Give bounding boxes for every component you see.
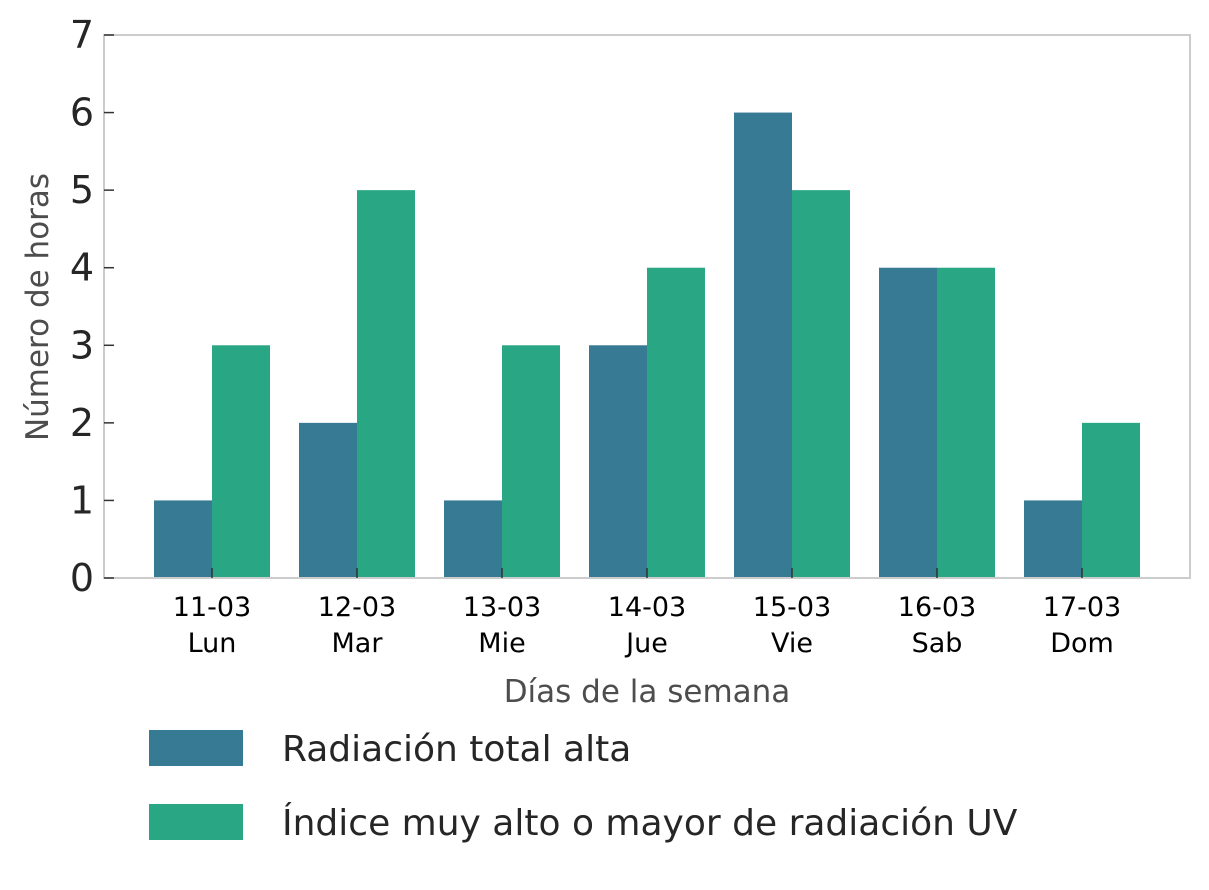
bar-indice-uv-11-03	[212, 345, 270, 578]
legend-label: Índice muy alto o mayor de radiación UV	[282, 802, 1018, 844]
bar-radiacion-total-17-03	[1024, 500, 1082, 578]
x-tick-label-day: Mie	[478, 628, 525, 659]
y-tick-label: 0	[70, 556, 94, 600]
bar-radiacion-total-12-03	[299, 422, 357, 578]
x-tick-label-date: 11-03	[173, 592, 251, 623]
y-tick-label: 3	[70, 323, 94, 367]
x-tick-label-date: 14-03	[608, 592, 686, 623]
y-tick-label: 5	[70, 168, 94, 212]
bar-indice-uv-17-03	[1082, 422, 1140, 578]
x-axis-label: Días de la semana	[504, 674, 791, 710]
bar-radiacion-total-13-03	[444, 500, 502, 578]
legend-swatch	[149, 730, 243, 766]
y-tick-label: 6	[70, 91, 94, 135]
bar-radiacion-total-11-03	[154, 500, 212, 578]
x-tick-label-date: 16-03	[898, 592, 976, 623]
legend-label: Radiación total alta	[282, 729, 631, 770]
x-tick-label-day: Mar	[332, 628, 384, 659]
x-tick-label-day: Jue	[624, 628, 668, 659]
bar-radiacion-total-16-03	[879, 267, 937, 578]
legend: Radiación total alta Índice muy alto o ma…	[149, 729, 1018, 844]
x-tick-label-day: Lun	[188, 628, 237, 659]
x-tick-label-date: 17-03	[1043, 592, 1121, 623]
bar-indice-uv-13-03	[502, 345, 560, 578]
bar-radiacion-total-15-03	[734, 112, 792, 579]
y-tick-label: 2	[70, 401, 94, 445]
x-tick-label-date: 13-03	[463, 592, 541, 623]
x-tick-label-date: 15-03	[753, 592, 831, 623]
x-axis: 11-03 Lun 12-03 Mar 13-03 Mie 14-03 Jue 15-03 Vie…	[173, 568, 1121, 659]
bar-indice-uv-12-03	[357, 190, 415, 578]
y-axis-label: Número de horas	[20, 173, 56, 441]
bar-radiacion-total-14-03	[589, 345, 647, 578]
bars-layer	[154, 112, 1140, 579]
legend-swatch	[149, 804, 243, 840]
x-tick-label-date: 12-03	[318, 592, 396, 623]
x-tick-label-day: Vie	[771, 628, 813, 659]
y-tick-label: 4	[70, 246, 94, 290]
bar-indice-uv-14-03	[647, 267, 705, 578]
bar-indice-uv-15-03	[792, 190, 850, 578]
y-tick-label: 7	[70, 13, 94, 57]
y-axis: 0 1 2 3 4 5 6 7	[70, 13, 114, 600]
y-tick-label: 1	[70, 478, 94, 522]
bar-indice-uv-16-03	[937, 267, 995, 578]
x-tick-label-day: Sab	[912, 628, 963, 659]
x-tick-label-day: Dom	[1050, 628, 1114, 659]
